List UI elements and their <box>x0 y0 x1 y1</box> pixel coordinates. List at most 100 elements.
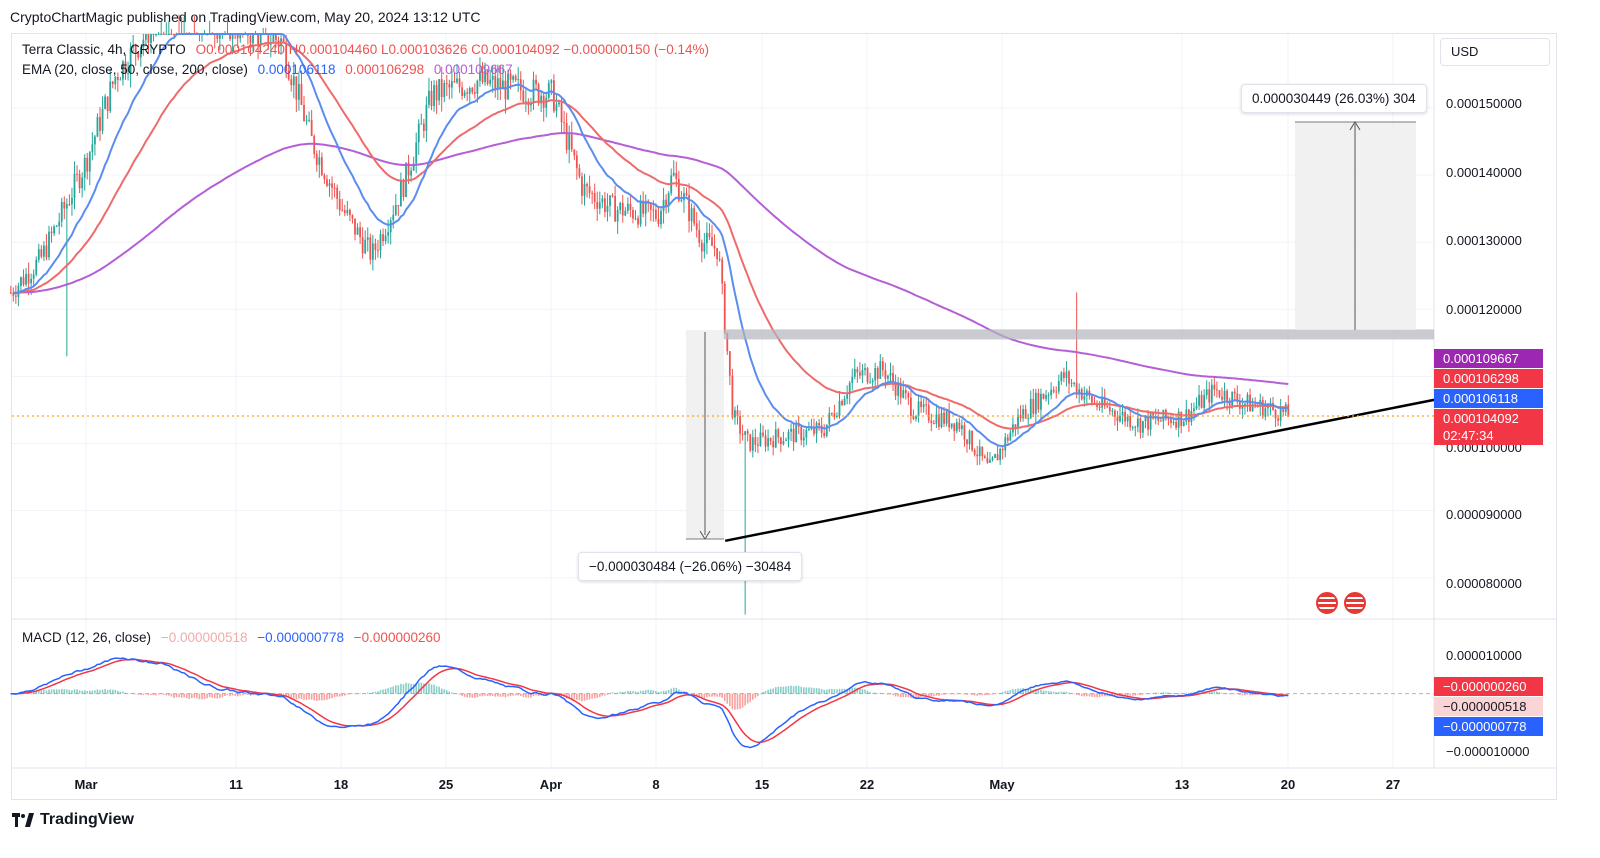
candle-body <box>930 420 933 423</box>
macd-histogram-bar <box>616 692 619 694</box>
legend-macd: MACD (12, 26, close) −0.000000518 −0.000… <box>22 630 447 645</box>
macd-histogram-bar <box>83 690 86 694</box>
candle-body <box>300 83 303 105</box>
candle-body <box>155 34 157 35</box>
candle-body <box>889 372 892 376</box>
candle-body <box>275 34 277 41</box>
candle-body <box>751 437 754 451</box>
macd-histogram-bar <box>323 693 326 701</box>
macd-histogram-bar <box>1060 691 1063 694</box>
candle-body <box>575 155 578 169</box>
candle-body <box>540 95 543 104</box>
macd-histogram-bar <box>1167 692 1170 694</box>
candle-body <box>496 78 499 90</box>
ema20-price-tag: 0.000106118 <box>1434 389 1543 408</box>
candle-body <box>741 433 744 435</box>
candle-body <box>364 239 367 254</box>
macd-histogram-bar <box>479 693 481 697</box>
macd-histogram-bar <box>252 693 254 696</box>
price-tick: 0.000140000 <box>1446 165 1522 180</box>
currency-button[interactable]: USD <box>1440 38 1550 66</box>
candle-body <box>830 413 833 415</box>
macd-histogram-bar <box>91 690 94 694</box>
macd-histogram-bar <box>476 693 479 698</box>
tradingview-brand[interactable]: TradingView <box>12 811 134 829</box>
macd-histogram-bar <box>772 688 774 694</box>
macd-histogram-bar <box>341 693 344 697</box>
macd-histogram-bar <box>956 693 958 695</box>
candle-body <box>1131 427 1134 429</box>
time-tick: Mar <box>74 777 98 792</box>
candle-body <box>736 410 739 417</box>
candle-body <box>412 163 415 171</box>
us-flag-event-icon[interactable] <box>1316 592 1338 614</box>
candle-body <box>652 209 655 211</box>
candle-body <box>757 444 759 446</box>
macd-histogram-bar <box>1182 693 1185 694</box>
macd-histogram-bar <box>848 688 851 694</box>
macd-histogram-bar <box>792 686 795 694</box>
macd-histogram-bar <box>1134 693 1137 696</box>
macd-histogram-bar <box>894 693 897 697</box>
macd-histogram-bar <box>1063 691 1065 694</box>
macd-histogram-bar <box>336 693 338 697</box>
macd-histogram-bar <box>1172 693 1175 694</box>
candle-body <box>124 61 127 74</box>
candle-body <box>1001 448 1004 451</box>
macd-histogram-bar <box>1249 693 1251 696</box>
macd-histogram-bar <box>137 693 140 695</box>
candle-body <box>1221 396 1223 400</box>
macd-histogram-bar <box>1114 693 1116 697</box>
candle-body <box>438 79 441 101</box>
candle-body <box>1108 406 1111 412</box>
candle-body <box>369 237 372 260</box>
candle-body <box>104 96 106 109</box>
measure-up-label[interactable]: 0.000030449 (26.03%) 304 <box>1241 84 1427 113</box>
macd-histogram-bar <box>379 690 382 694</box>
candle-body <box>744 431 747 435</box>
candle-body <box>728 351 731 376</box>
candle-body <box>422 123 425 131</box>
macd-histogram-bar <box>721 693 723 698</box>
macd-histogram-bar <box>1165 692 1167 694</box>
macd-histogram-bar <box>491 693 494 696</box>
candle-body <box>1228 402 1231 406</box>
measure-down-label[interactable]: −0.000030484 (−26.06%) −30484 <box>578 552 803 581</box>
macd-histogram-bar <box>657 691 660 694</box>
candle-body <box>37 249 40 260</box>
macd-histogram-bar <box>833 689 836 694</box>
candle-body <box>968 430 971 445</box>
macd-histogram-bar <box>494 693 497 697</box>
candle-body <box>173 34 175 35</box>
macd-histogram-bar <box>111 689 114 694</box>
macd-histogram-bar <box>879 692 882 694</box>
macd-histogram-bar <box>532 693 535 697</box>
macd-histogram-bar <box>305 693 308 700</box>
us-flag-event-icon[interactable] <box>1344 592 1366 614</box>
candle-body <box>323 175 326 180</box>
candle-body <box>869 382 871 384</box>
macd-histogram-bar <box>142 693 145 695</box>
macd-histogram-bar <box>1190 692 1193 694</box>
candle-body <box>1019 414 1022 419</box>
candle-body <box>468 87 471 94</box>
macd-histogram-bar <box>741 693 744 708</box>
macd-histogram-bar <box>1211 690 1213 694</box>
candle-body <box>1267 406 1269 409</box>
macd-histogram-bar <box>397 685 400 694</box>
candle-body <box>489 79 492 84</box>
macd-histogram-bar <box>568 693 570 699</box>
candle-body <box>257 34 259 45</box>
macd-histogram-bar <box>922 693 925 697</box>
candle-body <box>828 413 831 425</box>
macd-histogram-bar <box>109 689 111 694</box>
candle-body <box>698 229 701 243</box>
macd-histogram-bar <box>89 690 91 694</box>
macd-histogram-bar <box>1101 693 1103 697</box>
candle-body <box>1226 390 1228 403</box>
macd-histogram-bar <box>637 691 639 694</box>
candle-body <box>351 215 354 219</box>
macd-histogram-bar <box>950 693 953 695</box>
candle-body <box>1149 413 1152 430</box>
